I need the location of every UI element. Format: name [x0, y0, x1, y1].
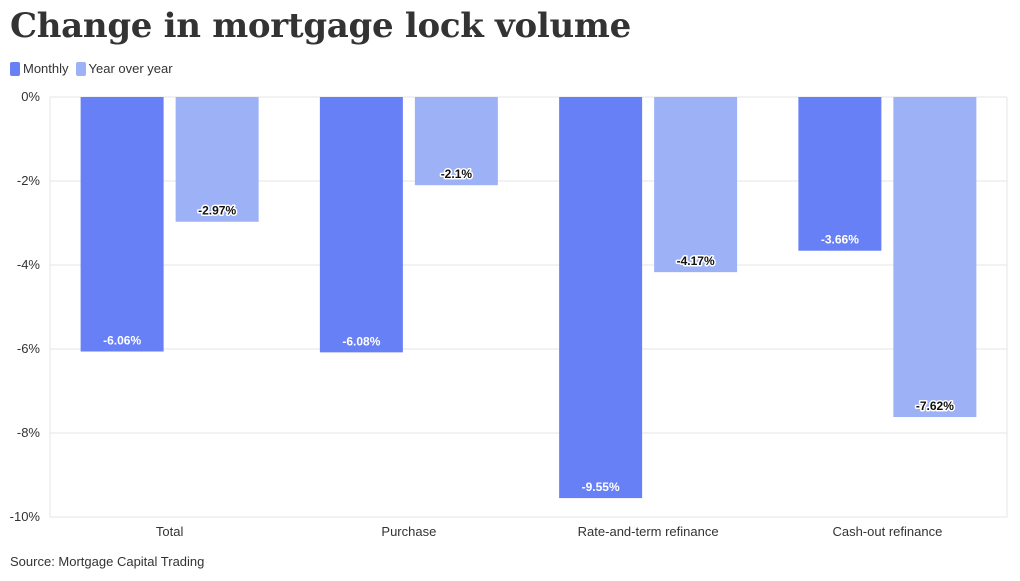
x-category-label: Purchase: [381, 524, 436, 539]
bar-monthly: [319, 97, 403, 353]
source-note: Source: Mortgage Capital Trading: [10, 554, 205, 569]
legend-label-yoy: Year over year: [88, 61, 173, 76]
bar-monthly: [798, 97, 882, 251]
bar-yoy: [414, 97, 498, 186]
y-tick-label: -6%: [17, 341, 41, 356]
bar-yoy: [893, 97, 977, 418]
legend-item-monthly: Monthly: [10, 61, 69, 76]
data-label: -2.1%: [441, 167, 473, 181]
chart-title: Change in mortgage lock volume: [10, 6, 631, 46]
legend-label-monthly: Monthly: [23, 61, 69, 76]
data-label: -9.55%: [582, 480, 620, 494]
data-label: -3.66%: [821, 233, 859, 247]
x-category-label: Cash-out refinance: [832, 524, 942, 539]
y-tick-label: -8%: [17, 425, 41, 440]
data-label: -2.97%: [198, 204, 236, 218]
x-category-label: Total: [156, 524, 184, 539]
legend-swatch-yoy: [75, 61, 86, 76]
y-tick-label: 0%: [21, 89, 40, 104]
bar-yoy: [175, 97, 259, 222]
data-label: -6.08%: [342, 334, 380, 348]
legend: Monthly Year over year: [10, 61, 180, 76]
legend-swatch-monthly: [10, 61, 20, 76]
bar-yoy: [654, 97, 738, 273]
legend-item-yoy: Year over year: [75, 61, 173, 76]
y-tick-label: -4%: [17, 257, 41, 272]
bar-monthly: [80, 97, 164, 352]
data-label: -7.62%: [916, 399, 954, 413]
x-category-label: Rate-and-term refinance: [578, 524, 719, 539]
y-tick-label: -2%: [17, 173, 41, 188]
data-label: -6.06%: [103, 334, 141, 348]
y-tick-label: -10%: [10, 509, 41, 524]
data-label: -4.17%: [677, 254, 715, 268]
bar-monthly: [559, 97, 643, 499]
